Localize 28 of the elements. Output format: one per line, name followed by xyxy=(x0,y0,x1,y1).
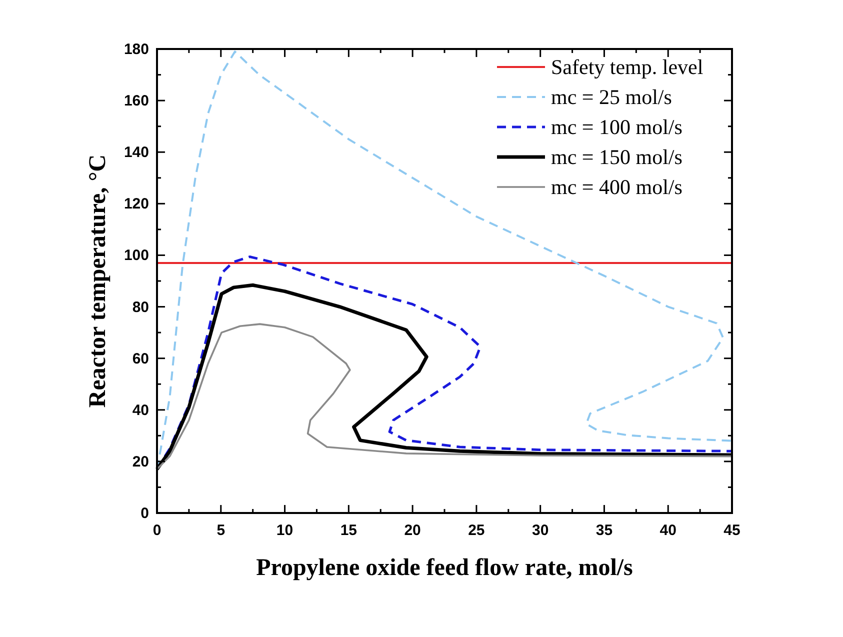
x-tick-label: 0 xyxy=(152,522,162,539)
x-tick-label: 10 xyxy=(276,522,294,539)
x-tick-label: 20 xyxy=(404,522,421,539)
y-tick-label: 0 xyxy=(140,505,149,522)
y-tick-label: 100 xyxy=(124,247,149,264)
y-tick-label: 160 xyxy=(124,92,149,110)
x-tick-label: 30 xyxy=(532,522,549,539)
y-axis-title: Reactor temperature, °C xyxy=(85,154,111,408)
x-tick-label: 5 xyxy=(216,522,226,539)
x-tick-label: 15 xyxy=(340,522,358,539)
line-series xyxy=(156,323,733,470)
x-tick-label: 45 xyxy=(724,522,740,539)
x-tick-label: 35 xyxy=(596,522,613,539)
legend-label: Safety temp. level xyxy=(551,55,704,79)
y-tick-label: 60 xyxy=(132,350,149,368)
x-tick-label: 25 xyxy=(468,522,485,539)
x-axis-title: Propylene oxide feed flow rate, mol/s xyxy=(256,555,633,581)
y-tick-label: 140 xyxy=(124,144,149,162)
legend-label: mc = 25 mol/s xyxy=(551,85,672,109)
y-tick-label: 40 xyxy=(132,402,149,419)
y-tick-label: 180 xyxy=(124,41,149,58)
x-tick-label: 40 xyxy=(660,522,676,539)
legend-label: mc = 150 mol/s xyxy=(551,145,682,169)
legend-label: mc = 400 mol/s xyxy=(551,175,682,199)
y-tick-label: 20 xyxy=(132,453,149,470)
y-tick-label: 80 xyxy=(132,298,149,316)
legend-label: mc = 100 mol/s xyxy=(551,115,682,139)
y-tick-label: 120 xyxy=(124,196,149,213)
